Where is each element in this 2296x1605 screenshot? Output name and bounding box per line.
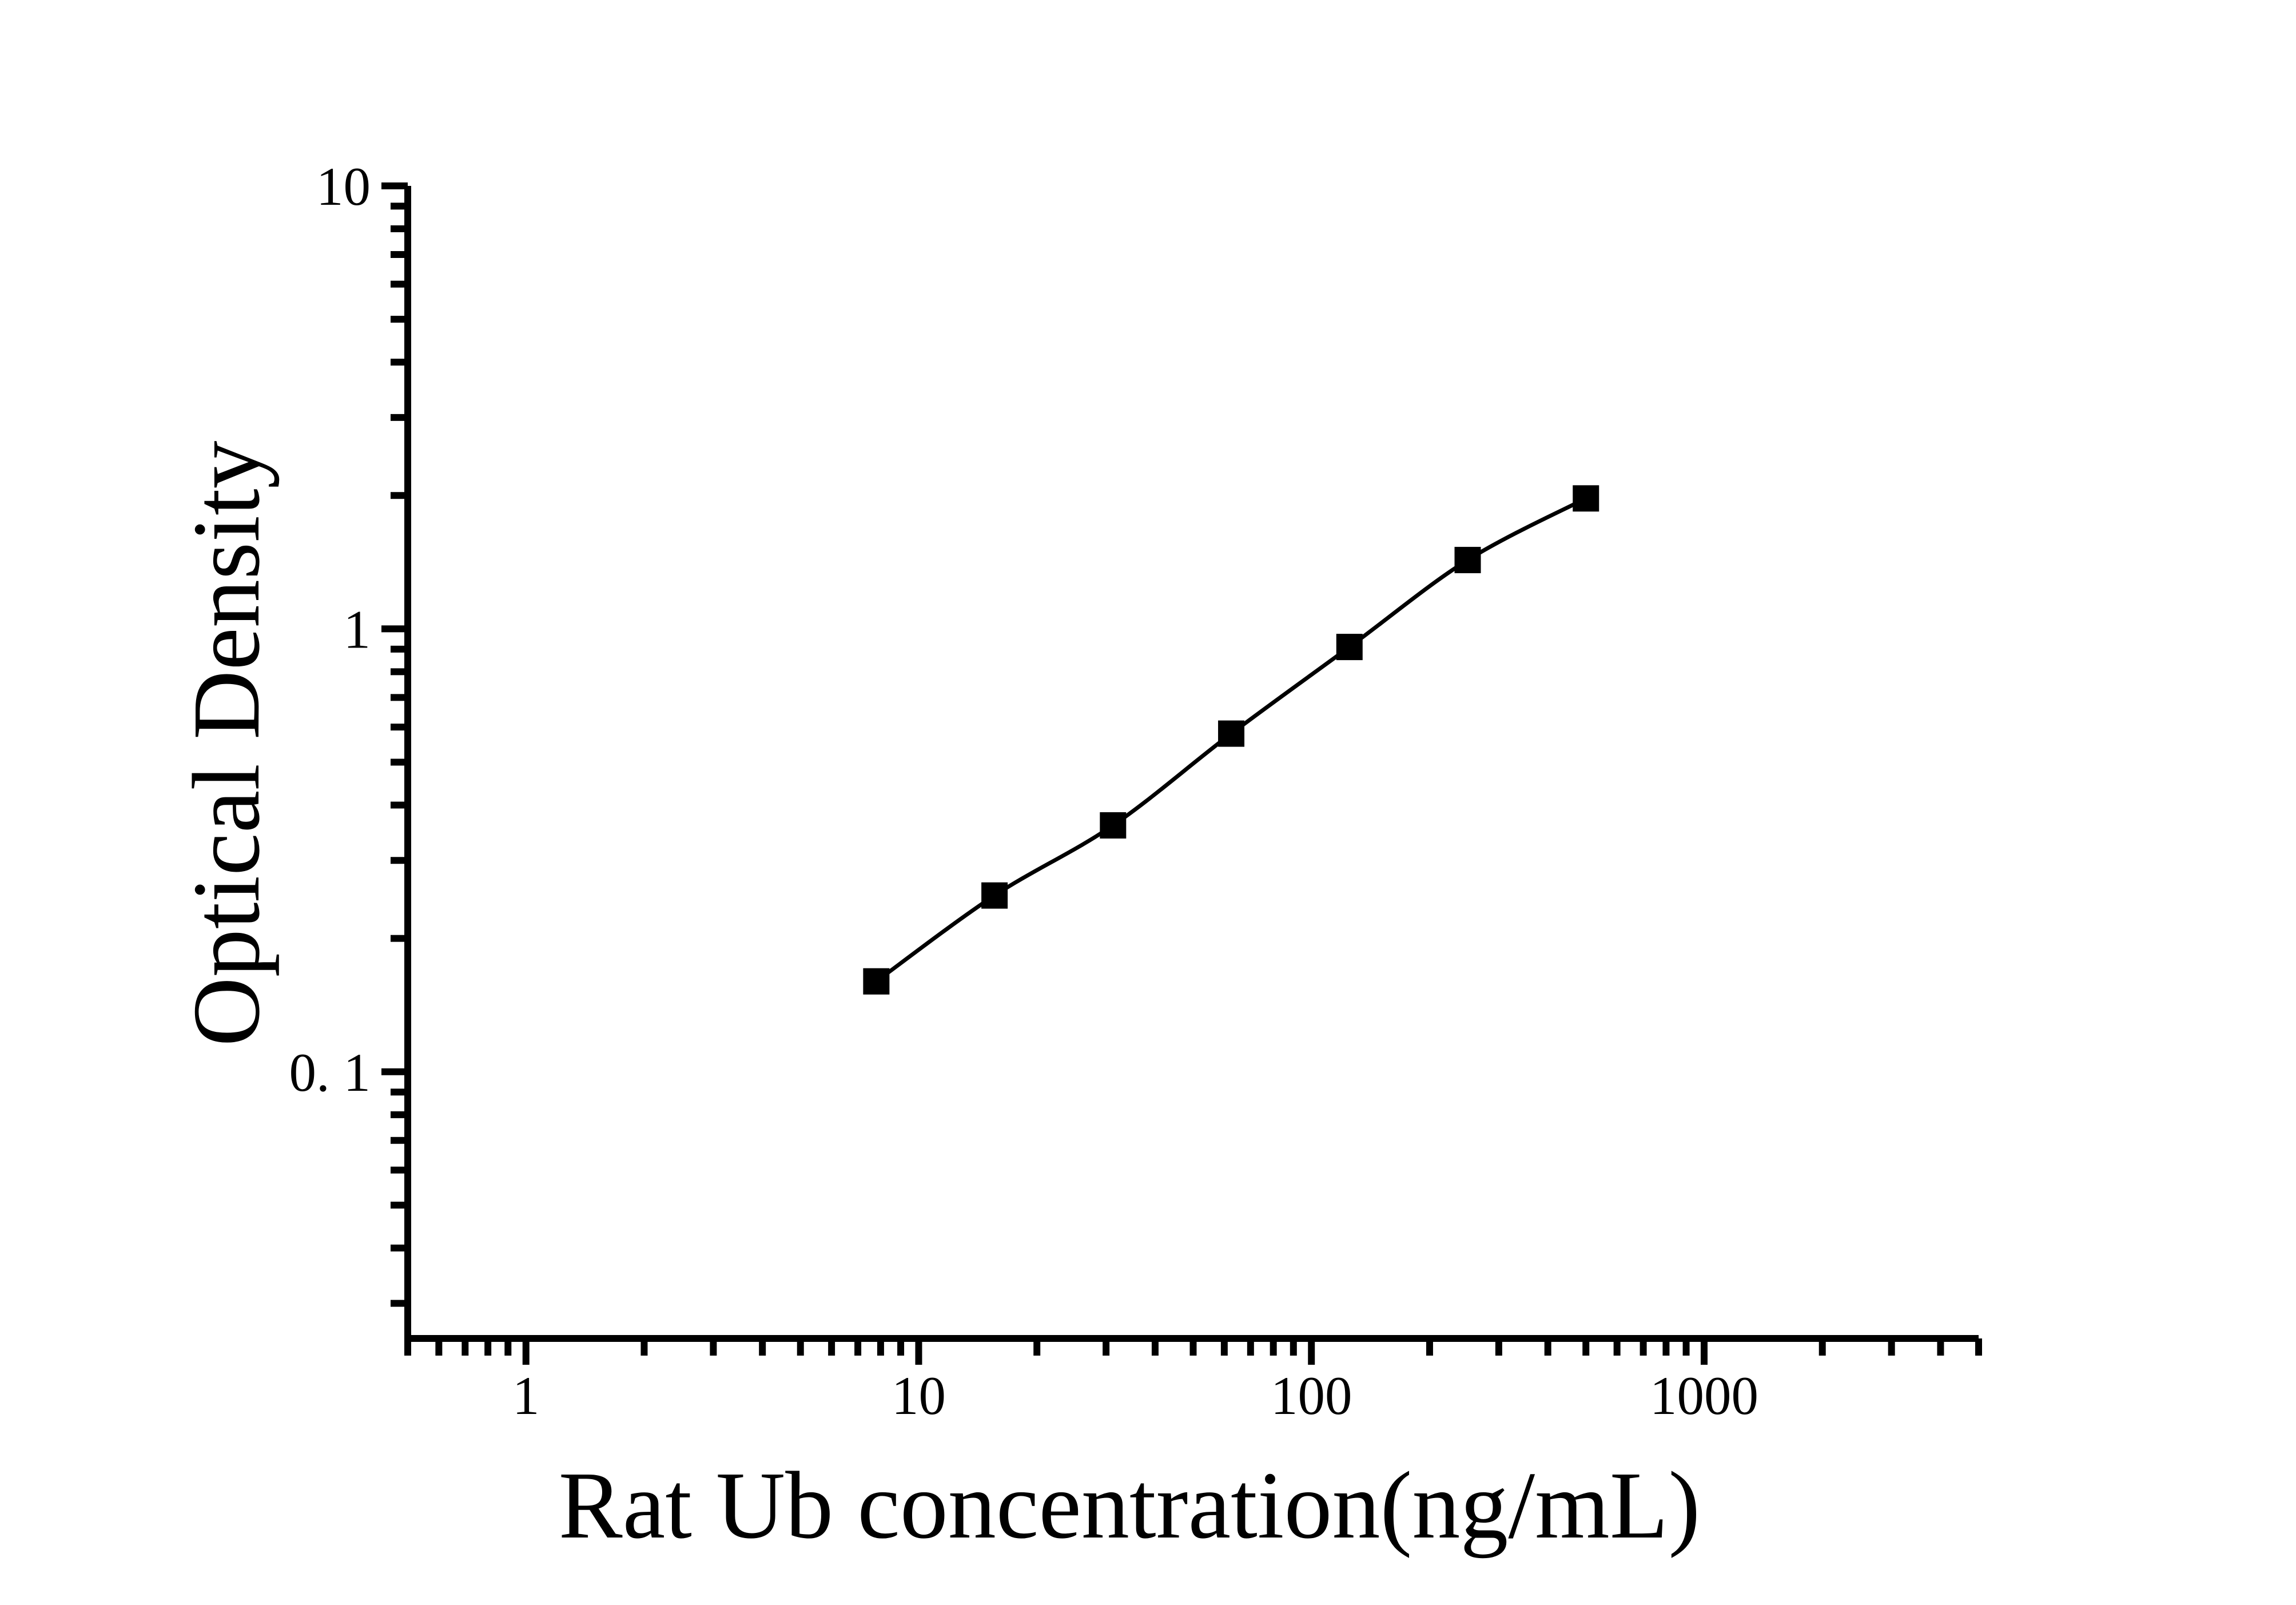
data-point-marker: [1573, 485, 1599, 512]
data-point-marker: [863, 968, 890, 995]
y-tick-label: 1: [344, 599, 371, 660]
data-point-marker: [1454, 547, 1481, 574]
x-axis-title: Rat Ub concentration(ng/mL): [559, 1452, 1701, 1559]
axis-ticks: [381, 182, 1982, 1365]
y-tick-label: 0. 1: [289, 1042, 371, 1103]
y-axis-title: Optical Density: [173, 440, 280, 1046]
data-point-marker: [1100, 812, 1127, 839]
x-tick-label: 100: [1271, 1365, 1352, 1426]
data-point-marker: [1336, 634, 1363, 661]
data-point-marker: [1218, 720, 1245, 747]
data-point-marker: [981, 882, 1008, 909]
curve-and-markers: [863, 485, 1599, 995]
axis-tick-labels: 1 10 100 1000 10 1 0. 1: [289, 156, 1758, 1426]
x-tick-label: 10: [892, 1365, 946, 1426]
x-tick-label: 1: [512, 1365, 540, 1426]
y-tick-label: 10: [316, 156, 371, 217]
x-tick-label: 1000: [1650, 1365, 1758, 1426]
